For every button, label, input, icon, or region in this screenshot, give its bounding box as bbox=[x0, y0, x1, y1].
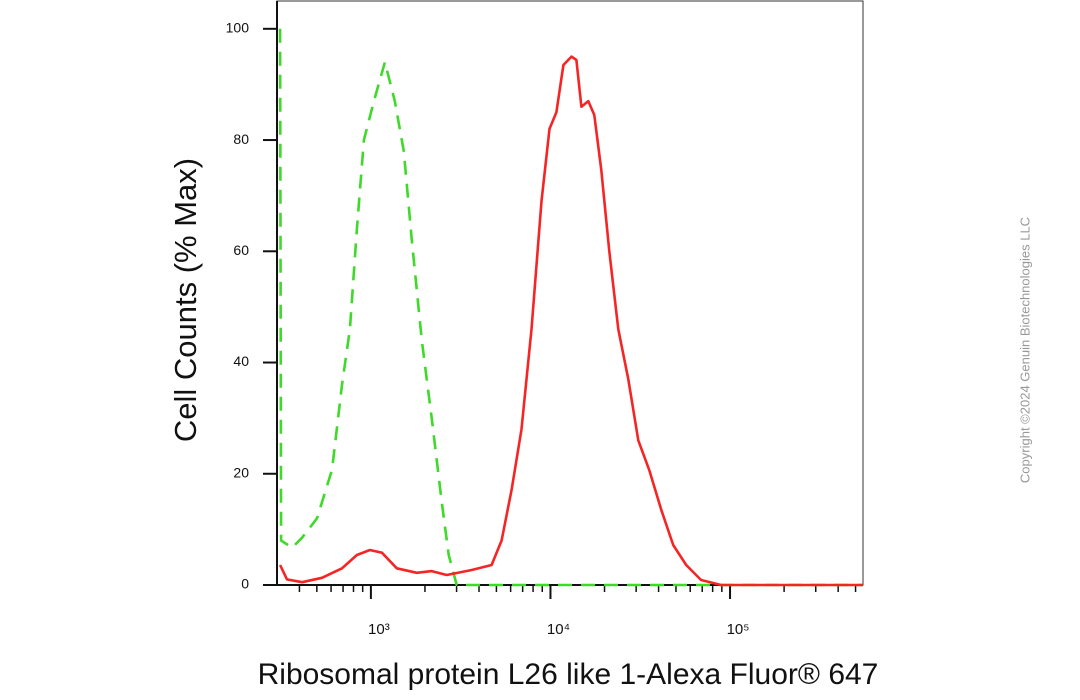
copyright: Copyright ©2024 Genuin Biotechnologies L… bbox=[1017, 217, 1032, 483]
x-tick-label: 10⁴ bbox=[547, 621, 570, 638]
y-tick-label: 0 bbox=[241, 576, 249, 592]
x-axis-label: Ribosomal protein L26 like 1-Alexa Fluor… bbox=[258, 658, 879, 691]
y-tick-label: 20 bbox=[233, 464, 249, 480]
y-tick-label: 100 bbox=[226, 20, 250, 36]
x-tick-label: 10³ bbox=[368, 621, 390, 638]
y-tick-label: 60 bbox=[233, 242, 249, 258]
y-tick-label: 80 bbox=[233, 131, 249, 147]
y-tick-label: 40 bbox=[233, 353, 249, 369]
y-axis-label: Cell Counts (% Max) bbox=[168, 158, 203, 442]
histogram-line bbox=[278, 55, 863, 587]
plot-frame bbox=[276, 0, 864, 586]
histogram-line bbox=[278, 28, 863, 587]
x-tick-label: 10⁵ bbox=[727, 621, 750, 638]
